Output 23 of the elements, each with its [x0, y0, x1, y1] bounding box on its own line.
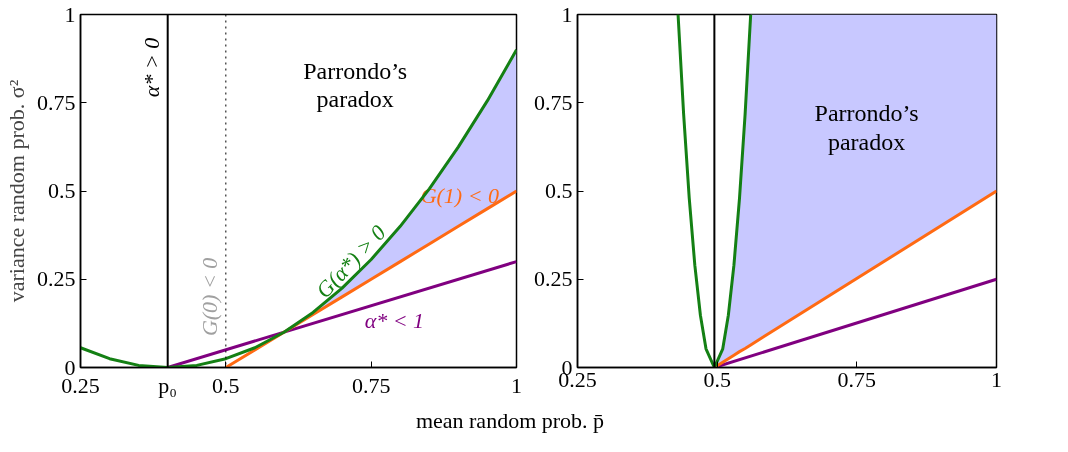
x-tick-label: 1: [991, 366, 1002, 392]
y-axis-title: variance random prob. σ²: [4, 79, 29, 303]
y-tick-label: 0.25: [534, 266, 573, 292]
y-tick-label: 0.5: [48, 178, 76, 203]
x-tick-label: 1: [511, 372, 522, 398]
y-tick-label: 1: [561, 1, 573, 27]
ref-line-label: α* > 0: [139, 37, 165, 98]
annotation: Parrondo’s paradox: [814, 100, 919, 155]
x-tick-label: 0.5: [212, 372, 240, 398]
x-tick-label: 0.5: [703, 366, 731, 392]
y-tick-label: 0.75: [37, 89, 76, 115]
series-label: α* < 1: [364, 308, 425, 334]
annotation: Parrondo’s paradox: [303, 57, 408, 113]
y-tick-label: 1: [64, 1, 76, 27]
x-tick-label: p₀: [158, 372, 178, 398]
line-series: [676, 14, 753, 368]
y-tick-label: 0.75: [534, 89, 573, 115]
x-tick-label: 0.75: [837, 366, 877, 392]
x-tick-label: 0.75: [351, 372, 391, 398]
y-tick-label: 0.25: [37, 266, 76, 292]
x-axis-title: mean random prob. p̄: [414, 407, 606, 435]
ref-line-label: G(0) < 0: [197, 257, 223, 337]
y-tick-label: 0.5: [545, 178, 573, 203]
